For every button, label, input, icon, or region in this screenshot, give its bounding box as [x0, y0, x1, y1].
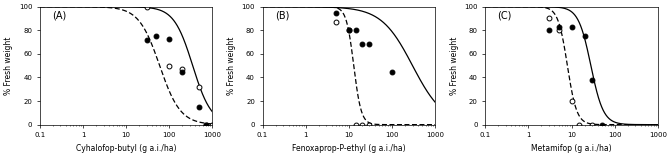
Text: (B): (B) — [274, 10, 289, 20]
Y-axis label: % Fresh weight: % Fresh weight — [450, 36, 459, 95]
Text: (A): (A) — [52, 10, 66, 20]
X-axis label: Cyhalofop-butyl (g a.i./ha): Cyhalofop-butyl (g a.i./ha) — [76, 144, 176, 153]
Y-axis label: % Fresh weight: % Fresh weight — [4, 36, 13, 95]
Text: (C): (C) — [497, 10, 512, 20]
Y-axis label: % Fresh weight: % Fresh weight — [227, 36, 236, 95]
X-axis label: Metamifop (g a.i./ha): Metamifop (g a.i./ha) — [531, 144, 612, 153]
X-axis label: Fenoxaprop-P-ethyl (g a.i./ha): Fenoxaprop-P-ethyl (g a.i./ha) — [292, 144, 406, 153]
